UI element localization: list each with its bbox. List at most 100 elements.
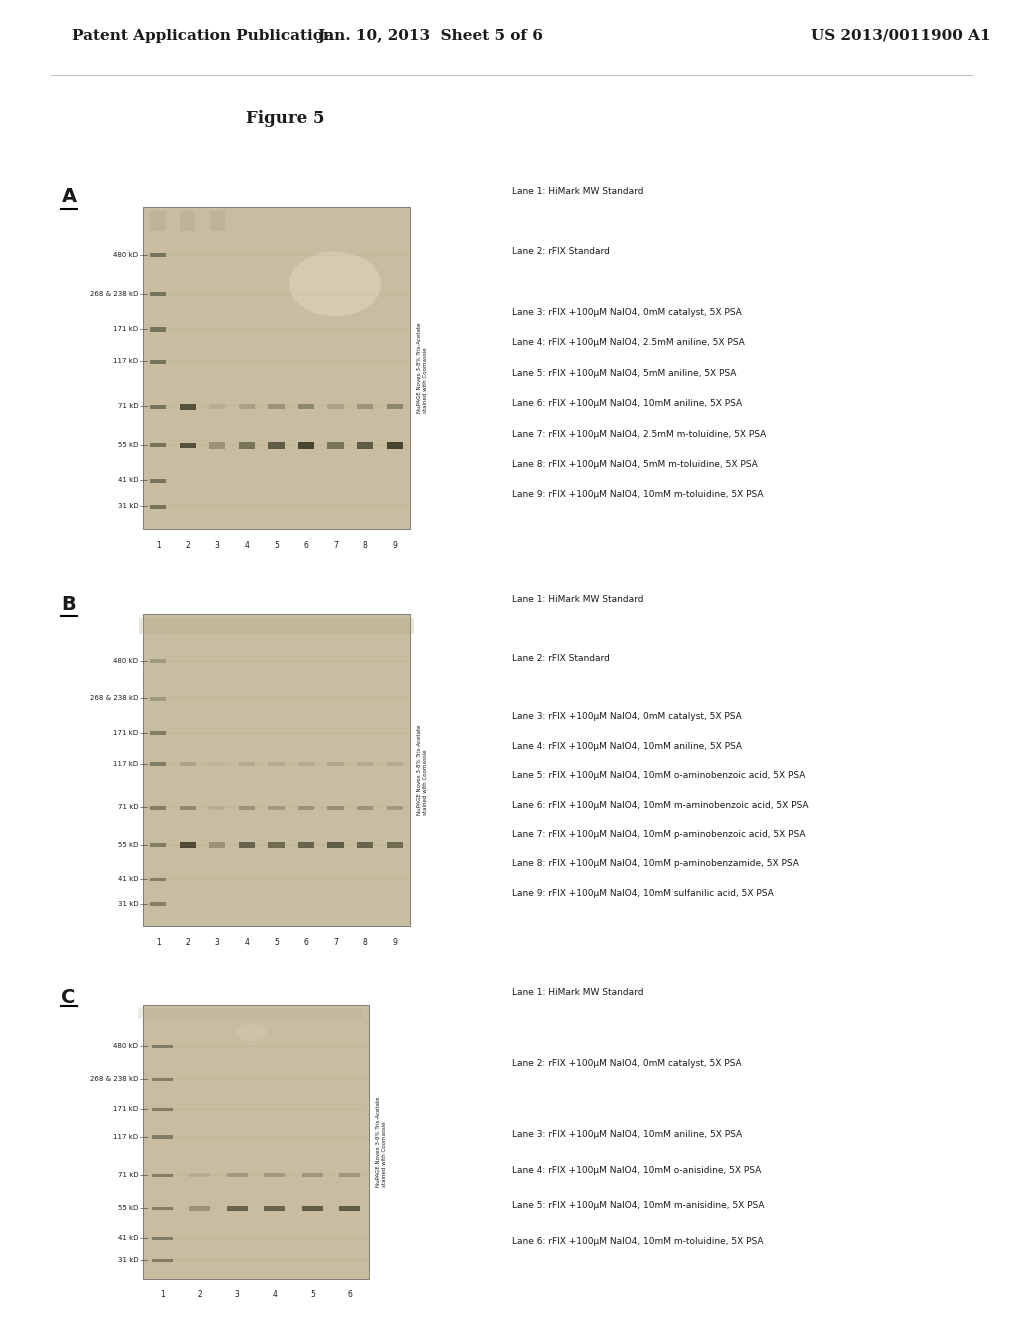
Bar <box>328 442 344 449</box>
Text: 55 kD: 55 kD <box>118 842 138 847</box>
Bar <box>328 842 344 849</box>
Text: 2: 2 <box>185 541 190 550</box>
Text: A: A <box>61 186 77 206</box>
Text: 4: 4 <box>272 1290 278 1299</box>
Bar <box>387 442 403 449</box>
Bar <box>179 762 196 766</box>
Bar <box>387 404 403 409</box>
Text: Lane 6: rFIX +100μM NaIO4, 10mM aniline, 5X PSA: Lane 6: rFIX +100μM NaIO4, 10mM aniline,… <box>512 399 742 408</box>
Text: 1: 1 <box>156 937 161 946</box>
Bar <box>150 253 166 257</box>
Bar <box>357 404 374 409</box>
Bar <box>150 660 166 664</box>
Bar <box>150 697 166 701</box>
Bar <box>151 211 166 231</box>
Text: 31 kD: 31 kD <box>118 902 138 907</box>
Text: Lane 2: rFIX +100μM NaIO4, 0mM catalyst, 5X PSA: Lane 2: rFIX +100μM NaIO4, 0mM catalyst,… <box>512 1059 741 1068</box>
Text: Lane 8: rFIX +100μM NaIO4, 10mM p-aminobenzamide, 5X PSA: Lane 8: rFIX +100μM NaIO4, 10mM p-aminob… <box>512 859 799 869</box>
Bar <box>268 805 285 809</box>
Bar <box>152 1107 172 1111</box>
Text: 480 kD: 480 kD <box>114 1043 138 1049</box>
Bar <box>357 805 374 809</box>
Text: Lane 5: rFIX +100μM NaIO4, 10mM o-aminobenzoic acid, 5X PSA: Lane 5: rFIX +100μM NaIO4, 10mM o-aminob… <box>512 771 805 780</box>
Text: 171 kD: 171 kD <box>113 326 138 333</box>
Text: Lane 6: rFIX +100μM NaIO4, 10mM m-toluidine, 5X PSA: Lane 6: rFIX +100μM NaIO4, 10mM m-toluid… <box>512 1237 764 1246</box>
Text: 41 kD: 41 kD <box>118 876 138 882</box>
Text: 31 kD: 31 kD <box>118 1257 138 1263</box>
Text: 2: 2 <box>198 1290 202 1299</box>
Bar <box>150 878 166 882</box>
Bar <box>239 842 255 849</box>
Ellipse shape <box>237 1024 267 1040</box>
Bar <box>152 1259 172 1262</box>
Bar <box>340 1173 360 1177</box>
Text: 3: 3 <box>215 541 220 550</box>
Text: Lane 3: rFIX +100μM NaIO4, 0mM catalyst, 5X PSA: Lane 3: rFIX +100μM NaIO4, 0mM catalyst,… <box>512 308 741 317</box>
Bar <box>328 805 344 809</box>
Bar <box>179 842 196 849</box>
Text: 3: 3 <box>234 1290 240 1299</box>
Bar <box>152 1077 172 1081</box>
Text: 31 kD: 31 kD <box>118 503 138 510</box>
Bar <box>340 1205 360 1210</box>
Bar <box>150 504 166 508</box>
Text: NuPAGE Novex 3-8% Tris-Acetate
stained with Coomassie: NuPAGE Novex 3-8% Tris-Acetate stained w… <box>417 725 428 816</box>
Text: Lane 5: rFIX +100μM NaIO4, 10mM m-anisidine, 5X PSA: Lane 5: rFIX +100μM NaIO4, 10mM m-anisid… <box>512 1201 765 1210</box>
Text: NuPAGE Novex 3-8% Tris-Acetate
stained with Coomassie: NuPAGE Novex 3-8% Tris-Acetate stained w… <box>417 322 428 413</box>
Text: 9: 9 <box>392 541 397 550</box>
Bar <box>302 1173 323 1177</box>
Bar <box>227 1205 248 1210</box>
Bar <box>143 614 410 925</box>
Bar <box>152 1044 172 1048</box>
Text: Lane 4: rFIX +100μM NaIO4, 10mM o-anisidine, 5X PSA: Lane 4: rFIX +100μM NaIO4, 10mM o-anisid… <box>512 1166 761 1175</box>
Bar <box>137 1008 362 1019</box>
Text: 268 & 238 kD: 268 & 238 kD <box>90 290 138 297</box>
Bar <box>210 211 225 231</box>
Text: Lane 2: rFIX Standard: Lane 2: rFIX Standard <box>512 247 610 256</box>
Text: Lane 6: rFIX +100μM NaIO4, 10mM m-aminobenzoic acid, 5X PSA: Lane 6: rFIX +100μM NaIO4, 10mM m-aminob… <box>512 800 809 809</box>
Bar <box>239 762 255 766</box>
Bar <box>150 807 166 809</box>
Ellipse shape <box>289 252 381 317</box>
Text: 5: 5 <box>310 1290 314 1299</box>
Text: C: C <box>61 987 76 1007</box>
Text: 1: 1 <box>156 541 161 550</box>
Text: Jan. 10, 2013  Sheet 5 of 6: Jan. 10, 2013 Sheet 5 of 6 <box>317 29 543 42</box>
Bar <box>150 762 166 766</box>
Text: Lane 9: rFIX +100μM NaIO4, 10mM m-toluidine, 5X PSA: Lane 9: rFIX +100μM NaIO4, 10mM m-toluid… <box>512 490 764 499</box>
Text: 1: 1 <box>160 1290 165 1299</box>
Text: Lane 3: rFIX +100μM NaIO4, 0mM catalyst, 5X PSA: Lane 3: rFIX +100μM NaIO4, 0mM catalyst,… <box>512 713 741 722</box>
Text: 171 kD: 171 kD <box>113 1106 138 1113</box>
Bar <box>139 618 414 634</box>
Text: Lane 1: HiMark MW Standard: Lane 1: HiMark MW Standard <box>512 987 643 997</box>
Text: 171 kD: 171 kD <box>113 730 138 735</box>
Bar <box>298 842 314 849</box>
Bar <box>179 404 196 409</box>
Bar <box>152 1135 172 1139</box>
Bar <box>298 404 314 409</box>
Text: 117 kD: 117 kD <box>113 358 138 364</box>
Text: 268 & 238 kD: 268 & 238 kD <box>90 696 138 701</box>
Text: 4: 4 <box>245 541 249 550</box>
Bar <box>227 1173 248 1177</box>
Text: 480 kD: 480 kD <box>114 252 138 257</box>
Text: Lane 8: rFIX +100μM NaIO4, 5mM m-toluidine, 5X PSA: Lane 8: rFIX +100μM NaIO4, 5mM m-toluidi… <box>512 459 758 469</box>
Text: 4: 4 <box>245 937 249 946</box>
Text: Figure 5: Figure 5 <box>246 111 325 127</box>
Bar <box>239 805 255 809</box>
Text: 5: 5 <box>274 937 279 946</box>
Text: Lane 4: rFIX +100μM NaIO4, 10mM aniline, 5X PSA: Lane 4: rFIX +100μM NaIO4, 10mM aniline,… <box>512 742 742 751</box>
Bar <box>209 762 225 766</box>
Ellipse shape <box>143 624 173 710</box>
Bar <box>179 805 196 809</box>
Text: 117 kD: 117 kD <box>113 1134 138 1139</box>
Bar <box>209 842 225 849</box>
Text: 71 kD: 71 kD <box>118 404 138 409</box>
Bar <box>150 479 166 483</box>
Text: 6: 6 <box>304 541 308 550</box>
Bar <box>179 442 196 449</box>
Bar <box>150 327 166 331</box>
Bar <box>239 404 255 409</box>
Bar <box>302 1205 323 1210</box>
Text: 71 kD: 71 kD <box>118 804 138 810</box>
